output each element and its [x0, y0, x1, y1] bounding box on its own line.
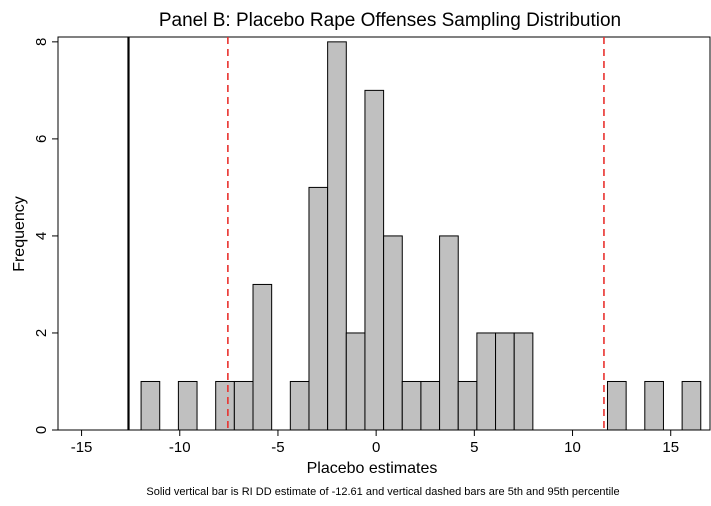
histogram-bar: [345, 332, 366, 431]
x-tick-label: 5: [470, 439, 478, 456]
histogram-bar: [644, 380, 664, 431]
y-tick-label: 6: [33, 135, 50, 143]
bars-layer: [140, 41, 702, 431]
x-tick-label: -15: [71, 439, 93, 456]
x-tick-label: 15: [662, 439, 679, 456]
histogram-bar: [252, 283, 273, 431]
reference-lines-layer: [127, 37, 605, 430]
x-axis-label: Placebo estimates: [307, 460, 438, 477]
histogram-bar: [513, 332, 534, 431]
x-tick-label: 0: [372, 439, 380, 456]
histogram-bar: [308, 186, 329, 431]
histogram-bar: [476, 332, 497, 431]
y-axis-label: Frequency: [11, 196, 28, 272]
x-tick-label: -10: [169, 439, 191, 456]
histogram-bar: [327, 41, 347, 431]
histogram-bar: [177, 380, 198, 431]
histogram-bar: [439, 235, 459, 431]
histogram-bar: [289, 380, 310, 431]
histogram-bar: [420, 380, 441, 431]
chart-title: Panel B: Placebo Rape Offenses Sampling …: [159, 10, 621, 31]
y-tick-label: 8: [33, 38, 50, 46]
x-tick-label: -5: [271, 439, 284, 456]
histogram-bar: [233, 380, 254, 431]
y-tick-label: 0: [33, 426, 50, 434]
histogram-bar: [401, 380, 422, 431]
histogram-bar: [681, 380, 702, 431]
histogram-bar: [457, 380, 478, 431]
histogram-bar: [495, 332, 515, 431]
chart-note: Solid vertical bar is RI DD estimate of …: [146, 486, 619, 498]
y-tick-label: 4: [33, 232, 50, 240]
x-tick-label: 10: [564, 439, 581, 456]
histogram-bar: [383, 235, 403, 431]
histogram-bar: [606, 380, 627, 431]
histogram-bar: [140, 380, 161, 431]
axes-layer: -15 -10 -5 0 5 10 15 0 2 4 6 8: [33, 38, 679, 456]
histogram-bar: [215, 380, 235, 431]
histogram-bar: [364, 89, 385, 431]
y-tick-label: 2: [33, 329, 50, 337]
